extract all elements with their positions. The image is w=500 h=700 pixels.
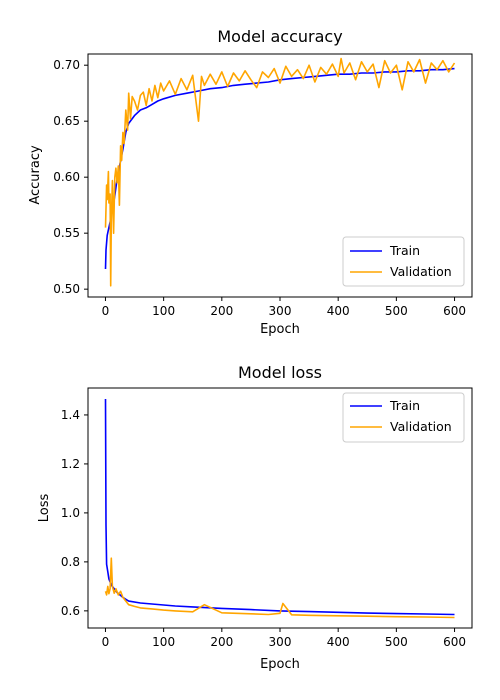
y-axis-label: Accuracy	[28, 145, 43, 205]
y-tick-label: 0.55	[53, 226, 80, 240]
y-tick-label: 0.70	[53, 58, 80, 72]
legend-validation-label: Validation	[390, 264, 452, 279]
y-tick-label: 1.4	[61, 408, 80, 422]
y-tick-label: 0.50	[53, 282, 80, 296]
y-tick-label: 0.60	[53, 170, 80, 184]
y-tick-label: 0.65	[53, 114, 80, 128]
x-tick-label: 400	[327, 304, 350, 318]
x-axis-label: Epoch	[260, 322, 300, 337]
y-tick-label: 0.6	[61, 604, 80, 618]
legend-validation-label: Validation	[390, 419, 452, 434]
y-axis-label: Loss	[37, 494, 52, 523]
x-tick-label: 500	[385, 635, 408, 649]
y-tick-label: 1.0	[61, 506, 80, 520]
x-tick-label: 300	[269, 635, 292, 649]
legend-train-label: Train	[389, 398, 420, 413]
x-tick-label: 600	[443, 635, 466, 649]
x-axis-label: Epoch	[260, 657, 300, 672]
x-tick-label: 100	[152, 304, 175, 318]
x-tick-label: 0	[102, 304, 110, 318]
x-tick-label: 400	[327, 635, 350, 649]
x-tick-label: 0	[102, 635, 110, 649]
x-tick-label: 300	[269, 304, 292, 318]
chart-title: Model loss	[238, 363, 322, 382]
chart-title: Model accuracy	[217, 27, 342, 46]
legend-train-label: Train	[389, 243, 420, 258]
y-tick-label: 0.8	[61, 555, 80, 569]
x-tick-label: 200	[210, 304, 233, 318]
x-tick-label: 600	[443, 304, 466, 318]
legend: Train Validation	[343, 237, 464, 286]
x-tick-label: 100	[152, 635, 175, 649]
legend: Train Validation	[343, 393, 464, 442]
x-tick-label: 500	[385, 304, 408, 318]
y-tick-label: 1.2	[61, 457, 80, 471]
x-tick-label: 200	[210, 635, 233, 649]
